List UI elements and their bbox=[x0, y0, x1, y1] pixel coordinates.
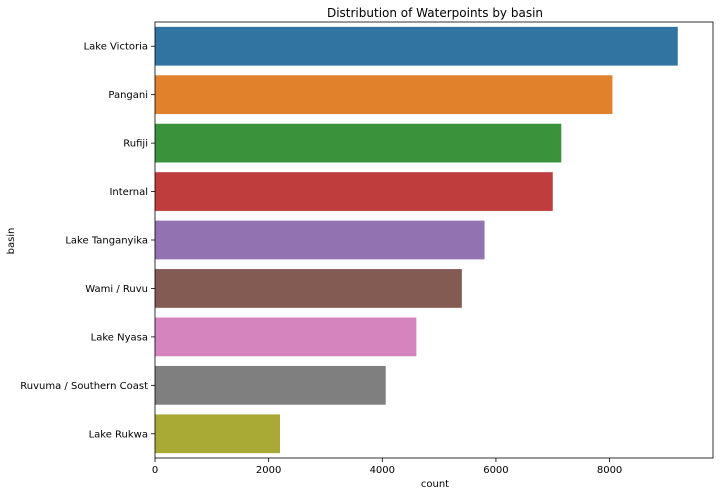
chart-title: Distribution of Waterpoints by basin bbox=[327, 6, 543, 20]
y-tick-label-ruvuma-southern-coast: Ruvuma / Southern Coast bbox=[20, 381, 148, 392]
bar-lake-nyasa bbox=[155, 317, 417, 357]
bar-rufiji bbox=[155, 123, 562, 163]
bar-lake-victoria bbox=[155, 26, 678, 66]
axes-frame bbox=[154, 21, 714, 459]
x-axis-label: count bbox=[421, 479, 449, 490]
y-tick-label-lake-victoria: Lake Victoria bbox=[84, 42, 148, 53]
bar-pangani bbox=[155, 75, 613, 115]
bar-wami-ruvu bbox=[155, 269, 462, 308]
x-tick-label-8000: 8000 bbox=[597, 465, 622, 476]
y-tick-label-rufiji: Rufiji bbox=[123, 139, 148, 150]
bar-lake-tanganyika bbox=[155, 220, 485, 260]
bars-group bbox=[155, 26, 678, 454]
bar-ruvuma-southern-coast bbox=[155, 365, 386, 405]
x-tick-label-0: 0 bbox=[152, 465, 158, 476]
y-tick-label-wami-ruvu: Wami / Ruvu bbox=[85, 284, 148, 295]
y-tick-label-internal: Internal bbox=[109, 187, 148, 198]
y-axis-ticks: Lake Victoria Pangani Rufiji Internal Lake T… bbox=[20, 42, 155, 440]
x-axis-ticks: 0 2000 4000 6000 8000 bbox=[152, 458, 622, 476]
plot-frame bbox=[154, 21, 714, 459]
bar-lake-rukwa bbox=[155, 414, 281, 454]
x-tick-label-6000: 6000 bbox=[483, 465, 508, 476]
y-tick-label-lake-rukwa: Lake Rukwa bbox=[89, 429, 148, 440]
y-tick-label-lake-tanganyika: Lake Tanganyika bbox=[65, 236, 148, 247]
bar-internal bbox=[155, 172, 553, 211]
x-tick-label-4000: 4000 bbox=[370, 465, 395, 476]
y-axis-label: basin bbox=[6, 228, 17, 255]
y-tick-label-pangani: Pangani bbox=[108, 90, 148, 101]
x-tick-label-2000: 2000 bbox=[256, 465, 281, 476]
y-tick-label-lake-nyasa: Lake Nyasa bbox=[91, 332, 148, 343]
